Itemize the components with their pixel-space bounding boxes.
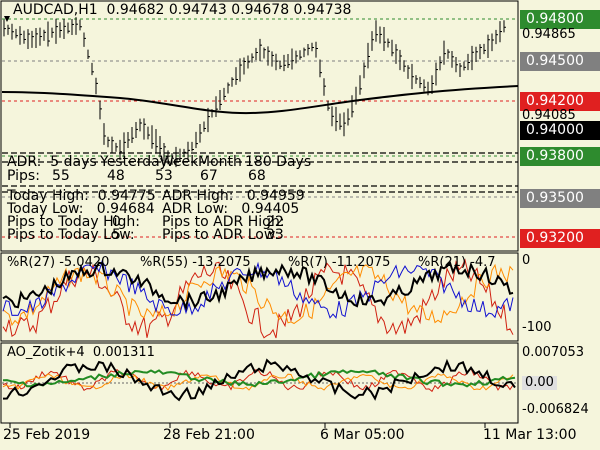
today-low: Today Low: 0.94684 [7, 201, 155, 217]
pips-to-today-low: Pips to Today Low: [7, 227, 135, 243]
pips-to-adr-low: Pips to ADR Low: [162, 227, 280, 243]
today-high: Today High: 0.94775 [7, 188, 156, 204]
pips-value-5: 68 [248, 168, 266, 184]
time-label-4: 11 Mar 13:00 [483, 427, 577, 443]
moving-average-line [1, 85, 519, 115]
williams-lines [2, 258, 514, 339]
pips-value-1: 55 [52, 168, 70, 184]
price-panel-frame [0, 0, 519, 252]
pips-to-today-high: Pips to Today High: [7, 214, 140, 230]
ao-label: AO_Zotik+4 0.001311 [7, 345, 155, 360]
chart-header: AUDCAD,H1 0.94682 0.94743 0.94678 0.9473… [13, 2, 352, 18]
pips-value-4: 67 [200, 168, 218, 184]
chart-marker-icon [4, 16, 10, 22]
adr-header-2: Yesterday [100, 154, 168, 170]
pips-value-today-high: 0 [112, 214, 121, 230]
pips-value-today-low: 5 [112, 227, 121, 243]
pips-to-adr-high: Pips to ADR High: [162, 214, 285, 230]
pips-value-2: 48 [107, 168, 125, 184]
adr-low: ADR Low: 0.94405 [162, 201, 300, 217]
price-bars [3, 17, 506, 168]
adr-dashes [2, 152, 518, 193]
ao-axis-top: 0.007053 [522, 345, 585, 360]
price-label-94865: 0.94865 [522, 27, 576, 42]
adr-header-3: Week [160, 154, 199, 170]
price-label-948: 0.94800 [520, 10, 600, 29]
williams-panel-frame [0, 252, 519, 342]
ao-panel-frame [0, 342, 519, 424]
wr-axis-bottom: -100 [522, 320, 552, 335]
pips-value-adr-low: 33 [266, 227, 284, 243]
ao-axis-mid: 0.00 [522, 376, 557, 390]
wr-axis-top: 0 [522, 253, 531, 268]
adr-header-1: ADR: 5 days [7, 154, 97, 170]
time-label-3: 6 Mar 05:00 [320, 427, 405, 443]
time-label-1: 25 Feb 2019 [3, 427, 91, 443]
adr-header-5: 180 Days [245, 154, 312, 170]
ao-axis-bottom: -0.006824 [522, 402, 589, 417]
x-axis-ticks [9, 423, 486, 428]
price-label-935: 0.93500 [520, 189, 600, 208]
pips-value-adr-high: 22 [266, 214, 284, 230]
wr-label-7: %R(7) -11.2075 [288, 255, 391, 270]
adr-high: ADR High: 0.94959 [162, 188, 305, 204]
price-label-938: 0.93800 [520, 147, 600, 166]
ao-lines [2, 358, 516, 402]
time-label-2: 28 Feb 21:00 [163, 427, 255, 443]
price-label-932: 0.93200 [520, 229, 600, 248]
wr-label-27: %R(27) -5.0420 [7, 255, 110, 270]
price-label-940: 0.94000 [520, 121, 600, 140]
price-label-942: 0.94200 [520, 92, 600, 111]
price-label-945: 0.94500 [520, 52, 600, 71]
pips-value-3: 53 [155, 168, 173, 184]
price-label-94085: 0.94085 [522, 108, 576, 123]
wr-label-55: %R(55) -13.2075 [140, 255, 251, 270]
adr-header-4: Month [198, 154, 242, 170]
wr-label-21: %R(21) -4.7 [418, 255, 496, 270]
pips-label: Pips: [7, 168, 40, 184]
